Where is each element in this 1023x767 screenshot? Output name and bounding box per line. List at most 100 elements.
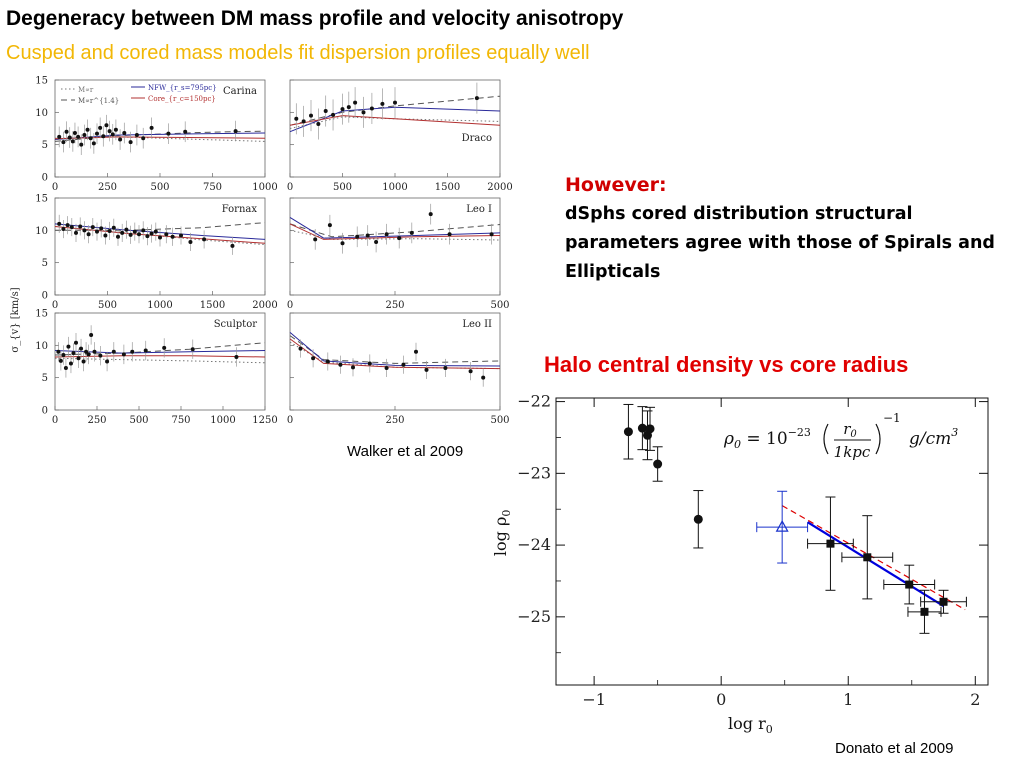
data-point <box>166 131 171 136</box>
data-point <box>66 344 71 349</box>
model-curve <box>54 226 266 244</box>
data-point <box>56 349 61 354</box>
data-point <box>301 119 306 124</box>
galaxy-point <box>920 607 929 616</box>
data-point <box>86 232 91 237</box>
y-tick-label: 10 <box>35 226 48 237</box>
y-tick-label: −22 <box>517 392 551 411</box>
right-paren <box>875 423 881 455</box>
x-tick-label: 250 <box>385 415 404 426</box>
x-tick-label: 0 <box>52 415 58 426</box>
x-tick-label: 500 <box>129 415 148 426</box>
walker-credit: Walker et al 2009 <box>347 443 464 460</box>
data-point <box>132 229 137 234</box>
data-point <box>474 96 479 101</box>
galaxy-point <box>939 597 948 606</box>
data-point <box>188 239 193 244</box>
x-tick-label: 1500 <box>200 300 225 311</box>
y-tick-label: 10 <box>35 341 48 352</box>
data-point <box>124 227 129 232</box>
data-point <box>149 231 154 236</box>
however-heading: However: <box>565 174 667 196</box>
y-tick-label: 10 <box>35 108 48 119</box>
data-point <box>153 229 158 234</box>
data-point <box>107 129 112 134</box>
model-curve <box>289 332 501 367</box>
data-point <box>121 352 126 357</box>
data-point <box>443 365 448 370</box>
data-point <box>380 101 385 106</box>
data-point <box>82 132 87 137</box>
x-tick-label: −1 <box>582 690 606 709</box>
data-point <box>141 136 146 141</box>
y-tick-label: 5 <box>42 140 48 151</box>
data-point <box>353 100 358 105</box>
data-point <box>170 234 175 239</box>
data-point <box>149 125 154 130</box>
data-point <box>103 233 108 238</box>
left-paren <box>823 423 829 455</box>
model-curve <box>289 106 501 133</box>
data-point <box>57 221 62 226</box>
legend-label: M∝r^{1.4} <box>78 97 119 105</box>
data-point <box>158 235 162 240</box>
data-point <box>90 225 95 230</box>
galaxy-point <box>905 580 914 589</box>
model-curve <box>289 223 501 240</box>
data-point <box>294 116 299 121</box>
model-curve <box>289 216 501 239</box>
data-point <box>86 352 91 357</box>
data-point <box>367 361 372 366</box>
x-tick-label: 1 <box>843 690 853 709</box>
x-tick-label: 1250 <box>252 415 277 426</box>
x-tick-label: 2 <box>970 690 980 709</box>
model-curve <box>289 116 501 129</box>
data-point <box>230 243 235 248</box>
x-tick-label: 1000 <box>252 182 277 193</box>
data-point <box>162 345 167 350</box>
donato-density-chart: −22−23−24−25−1 0 1 2ρ0 = 10−23 r01kpc−1g/cm3… <box>491 392 989 736</box>
data-point <box>128 140 133 145</box>
data-point <box>111 225 116 230</box>
y-tick-label: 0 <box>42 291 48 302</box>
data-point <box>64 129 69 134</box>
fraction-denominator: 1kpc <box>834 443 871 461</box>
data-point <box>134 132 139 137</box>
galaxy-point <box>863 553 872 562</box>
data-point <box>384 365 389 370</box>
x-tick-label: 250 <box>385 300 404 311</box>
exponent: −1 <box>883 411 901 425</box>
legend-label: NFW_{r_s=795pc} <box>148 84 217 92</box>
data-point <box>99 226 104 231</box>
panel-frame <box>54 79 266 178</box>
data-point <box>98 125 103 130</box>
data-point <box>61 140 66 145</box>
model-curve <box>54 132 266 140</box>
panel-title: Fornax <box>222 204 258 215</box>
x-tick-label: 1500 <box>435 182 460 193</box>
data-point <box>58 358 63 363</box>
data-point <box>82 228 87 233</box>
x-tick-label: 500 <box>150 182 169 193</box>
data-point <box>130 349 135 354</box>
x-axis-label: log r0 <box>728 714 773 736</box>
galaxy-point <box>826 539 835 548</box>
data-point <box>79 346 84 351</box>
model-curve <box>289 229 501 241</box>
data-point <box>369 106 374 111</box>
walker-panel: 0 5 10 15 0 500 1000 1500 2000 Fornax <box>35 194 277 312</box>
dsph-point <box>645 424 655 434</box>
open-triangle-point <box>775 519 789 532</box>
data-point <box>116 234 120 239</box>
data-point <box>365 233 370 238</box>
data-point <box>63 365 68 370</box>
donato-credit: Donato et al 2009 <box>835 740 954 757</box>
y-tick-label: 15 <box>35 194 48 205</box>
slide-title: Degeneracy between DM mass profile and v… <box>6 7 624 30</box>
data-point <box>79 142 84 147</box>
data-point <box>110 132 115 137</box>
y-tick-label: 15 <box>35 309 48 320</box>
data-point <box>91 141 96 146</box>
model-curve <box>55 222 266 231</box>
data-point <box>61 227 66 232</box>
